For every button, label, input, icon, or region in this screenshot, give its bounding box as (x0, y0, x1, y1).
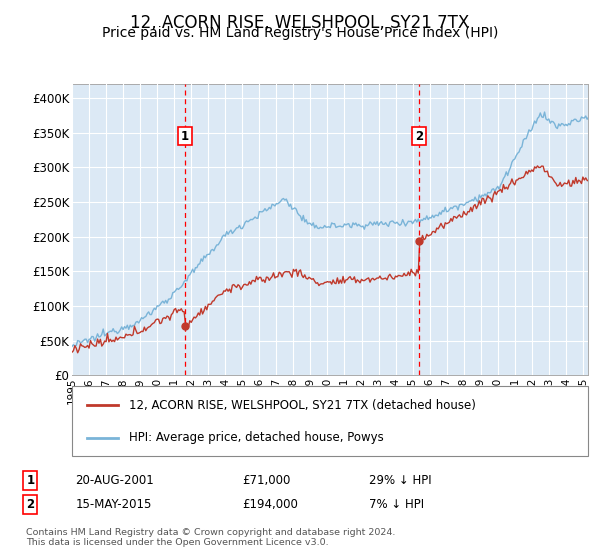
Text: 20-AUG-2001: 20-AUG-2001 (76, 474, 154, 487)
Text: 1: 1 (26, 474, 35, 487)
Text: 1: 1 (181, 129, 189, 142)
Text: HPI: Average price, detached house, Powys: HPI: Average price, detached house, Powy… (129, 431, 383, 444)
Text: 7% ↓ HPI: 7% ↓ HPI (369, 498, 424, 511)
Text: 12, ACORN RISE, WELSHPOOL, SY21 7TX: 12, ACORN RISE, WELSHPOOL, SY21 7TX (130, 14, 470, 32)
Text: £71,000: £71,000 (242, 474, 291, 487)
Text: 29% ↓ HPI: 29% ↓ HPI (369, 474, 432, 487)
Text: Price paid vs. HM Land Registry's House Price Index (HPI): Price paid vs. HM Land Registry's House … (102, 26, 498, 40)
Text: 2: 2 (415, 129, 423, 142)
Text: 15-MAY-2015: 15-MAY-2015 (76, 498, 152, 511)
FancyBboxPatch shape (72, 386, 588, 456)
Text: £194,000: £194,000 (242, 498, 298, 511)
Text: 12, ACORN RISE, WELSHPOOL, SY21 7TX (detached house): 12, ACORN RISE, WELSHPOOL, SY21 7TX (det… (129, 399, 476, 412)
Text: 2: 2 (26, 498, 35, 511)
Text: Contains HM Land Registry data © Crown copyright and database right 2024.
This d: Contains HM Land Registry data © Crown c… (26, 528, 396, 547)
